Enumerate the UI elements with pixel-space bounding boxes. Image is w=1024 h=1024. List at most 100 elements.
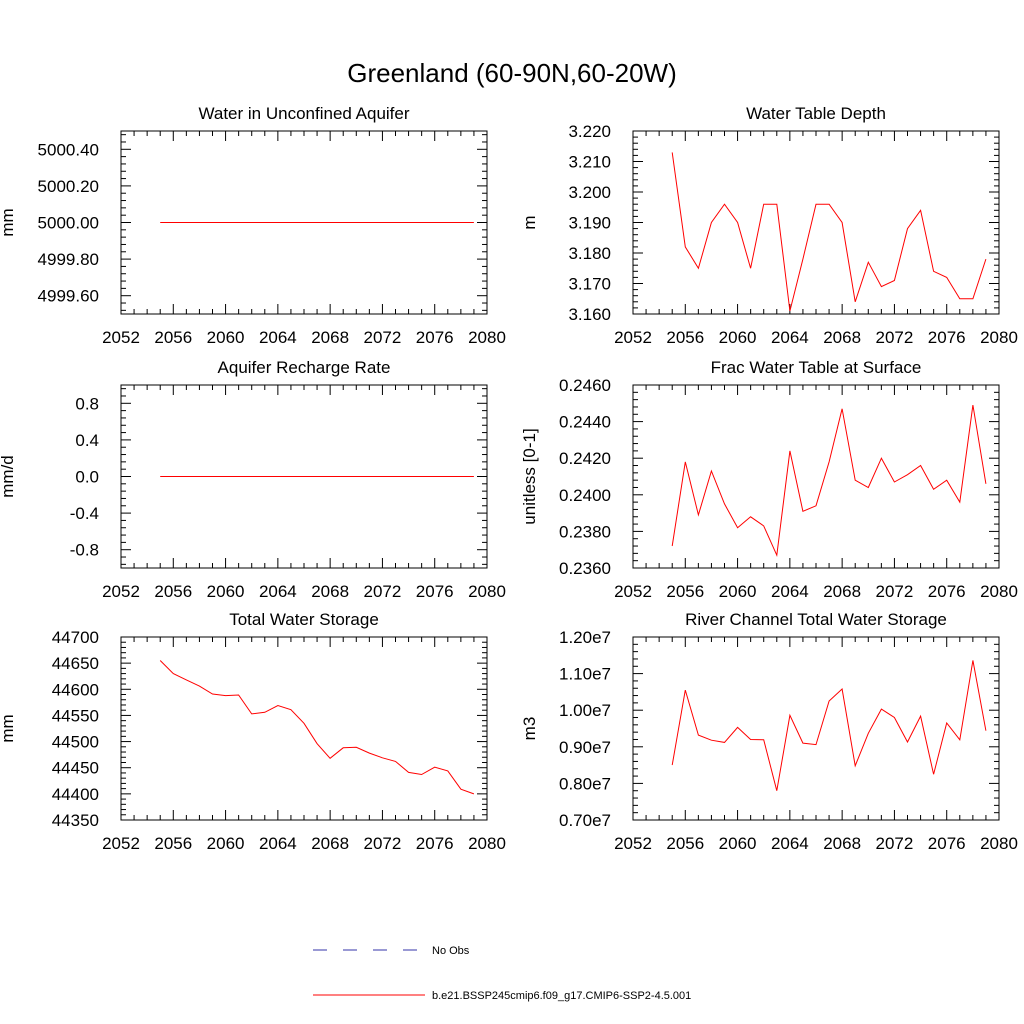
y-tick-label: 5000.00	[38, 214, 99, 233]
x-tick-label: 2072	[364, 582, 402, 601]
legend-label-model: b.e21.BSSP245cmip6.f09_g17.CMIP6-SSP2-4.…	[432, 990, 691, 1002]
x-tick-label: 2068	[311, 582, 349, 601]
series-line	[671, 660, 987, 791]
y-axis-label: m3	[520, 717, 539, 741]
y-tick-label: 0.2440	[559, 413, 611, 432]
panel-title: Frac Water Table at Surface	[711, 358, 922, 377]
x-tick-label: 2072	[876, 582, 914, 601]
x-tick-label: 2080	[980, 834, 1018, 853]
x-tick-label: 2052	[614, 328, 652, 347]
x-tick-label: 2080	[980, 582, 1018, 601]
y-tick-label: 3.200	[568, 183, 611, 202]
panel-4: Frac Water Table at Surface 2052 2056 2060 2…	[520, 358, 1018, 601]
x-tick-label: 2076	[928, 328, 966, 347]
y-tick-label: -0.4	[70, 504, 99, 523]
y-tick-label: 5000.40	[38, 140, 99, 159]
panel-3: Aquifer Recharge Rate 2052 2056 2060 2064 206…	[0, 358, 506, 601]
y-tick-label: 0.2400	[559, 486, 611, 505]
x-tick-label: 2060	[719, 582, 757, 601]
x-tick-label: 2056	[154, 328, 192, 347]
y-tick-label: 3.190	[568, 214, 611, 233]
y-tick-label: 0.80e7	[559, 774, 611, 793]
y-tick-label: 44600	[52, 680, 99, 699]
x-tick-label: 2068	[311, 834, 349, 853]
x-tick-label: 2056	[666, 834, 704, 853]
x-tick-label: 2064	[259, 582, 297, 601]
x-tick-label: 2068	[311, 328, 349, 347]
y-tick-label: 4999.60	[38, 287, 99, 306]
x-tick-label: 2060	[719, 328, 757, 347]
y-tick-label: 1.20e7	[559, 628, 611, 647]
panel-title: River Channel Total Water Storage	[685, 610, 947, 629]
x-tick-label: 2080	[468, 328, 506, 347]
x-tick-label: 2076	[416, 328, 454, 347]
y-tick-label: 3.220	[568, 122, 611, 141]
y-tick-label: 0.4	[75, 431, 99, 450]
x-tick-label: 2076	[928, 834, 966, 853]
x-tick-label: 2052	[614, 582, 652, 601]
x-tick-label: 2072	[876, 834, 914, 853]
panel-5: Total Water Storage 2052 2056 2060 2064 2068 2…	[0, 610, 506, 853]
x-tick-label: 2060	[207, 328, 245, 347]
x-tick-label: 2056	[154, 582, 192, 601]
y-axis-label: mm	[0, 714, 17, 742]
y-tick-label: 44550	[52, 706, 99, 725]
x-tick-label: 2056	[666, 582, 704, 601]
panel-1: Water in Unconfined Aquifer 2052 2056 2060 2…	[0, 104, 506, 347]
x-tick-label: 2076	[416, 582, 454, 601]
y-axis-label: mm/d	[0, 455, 17, 498]
x-tick-label: 2052	[614, 834, 652, 853]
series-line	[671, 405, 987, 558]
x-tick-label: 2064	[771, 834, 809, 853]
x-tick-label: 2068	[823, 328, 861, 347]
x-tick-label: 2080	[468, 834, 506, 853]
y-tick-label: 0.70e7	[559, 811, 611, 830]
panel-2: Water Table Depth 2052 2056 2060 2064 2068 207…	[520, 104, 1018, 347]
panel-title: Water Table Depth	[746, 104, 886, 123]
x-tick-label: 2060	[719, 834, 757, 853]
panels: Water in Unconfined Aquifer 2052 2056 2060 2…	[0, 104, 1018, 853]
y-tick-label: 3.160	[568, 305, 611, 324]
x-tick-label: 2056	[666, 328, 704, 347]
y-tick-label: 44450	[52, 759, 99, 778]
x-tick-label: 2072	[364, 834, 402, 853]
y-tick-label: 44500	[52, 733, 99, 752]
y-tick-label: 0.0	[75, 468, 99, 487]
y-tick-label: -0.8	[70, 541, 99, 560]
y-tick-label: 44350	[52, 811, 99, 830]
y-tick-label: 5000.20	[38, 177, 99, 196]
y-tick-label: 0.2460	[559, 376, 611, 395]
panel-title: Water in Unconfined Aquifer	[198, 104, 409, 123]
x-tick-label: 2052	[102, 834, 140, 853]
y-tick-label: 1.00e7	[559, 701, 611, 720]
plot-frame	[632, 130, 1000, 315]
y-tick-label: 44400	[52, 785, 99, 804]
y-tick-label: 0.2420	[559, 449, 611, 468]
x-tick-label: 2080	[468, 582, 506, 601]
x-tick-label: 2052	[102, 328, 140, 347]
y-tick-label: 3.210	[568, 153, 611, 172]
x-tick-label: 2076	[928, 582, 966, 601]
legend-label-no-obs: No Obs	[432, 945, 470, 957]
series-line	[671, 152, 987, 312]
x-tick-label: 2076	[416, 834, 454, 853]
panel-title: Aquifer Recharge Rate	[218, 358, 391, 377]
x-tick-label: 2064	[771, 328, 809, 347]
x-tick-label: 2068	[823, 834, 861, 853]
y-tick-label: 44700	[52, 628, 99, 647]
x-tick-label: 2064	[771, 582, 809, 601]
x-tick-label: 2060	[207, 582, 245, 601]
y-tick-label: 0.90e7	[559, 738, 611, 757]
legend: No Obs b.e21.BSSP245cmip6.f09_g17.CMIP6-…	[313, 945, 691, 1002]
x-tick-label: 2072	[876, 328, 914, 347]
y-tick-label: 0.2360	[559, 559, 611, 578]
x-tick-label: 2080	[980, 328, 1018, 347]
plot-frame	[120, 636, 488, 821]
y-tick-label: 1.10e7	[559, 665, 611, 684]
y-axis-label: m	[520, 215, 539, 229]
x-tick-label: 2060	[207, 834, 245, 853]
x-tick-label: 2064	[259, 328, 297, 347]
x-tick-label: 2064	[259, 834, 297, 853]
y-tick-label: 4999.80	[38, 250, 99, 269]
